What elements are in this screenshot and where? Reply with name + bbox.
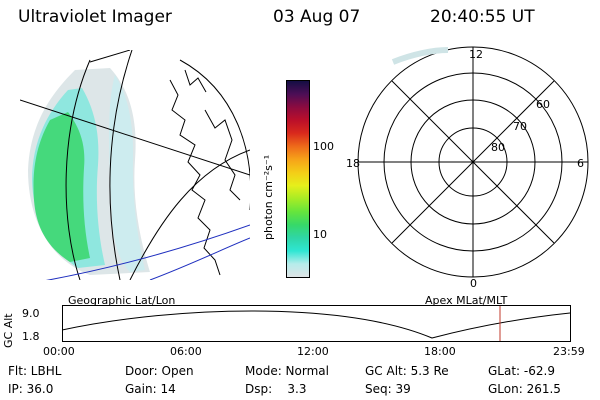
geo-map-label: Geographic Lat/Lon (68, 294, 176, 307)
timeline-frame (62, 305, 571, 342)
coastline-north (184, 69, 207, 93)
colorbar (286, 80, 310, 278)
timeline-x-tick-2359: 23:59 (553, 345, 585, 358)
meridian-line (20, 99, 250, 176)
mlt-label-12: 12 (469, 48, 483, 61)
mlt-label-0: 0 (470, 277, 477, 290)
colorbar-unit-label: photon cm⁻²s⁻¹ (262, 154, 275, 240)
time-label: 20:40:55 UT (430, 7, 535, 27)
lat-label-70: 70 (513, 120, 527, 133)
info-seq: Seq: 39 (365, 382, 411, 396)
timeline-plot (62, 305, 571, 342)
lon-line-1 (65, 59, 91, 280)
timeline-x-tick-1200: 12:00 (297, 345, 329, 358)
mlt-label-6: 6 (577, 157, 584, 170)
colorbar-tick-100: 100 (313, 140, 334, 153)
image-green-core (33, 112, 90, 262)
geographic-map (20, 50, 250, 280)
polar-faint-emission (391, 47, 449, 65)
altitude-curve (62, 310, 571, 339)
terminator-line-1 (45, 224, 250, 280)
info-mode: Mode: Normal (245, 364, 329, 378)
info-glon: GLon: 261.5 (488, 382, 561, 396)
info-flt: Flt: LBHL (8, 364, 62, 378)
mlt-label-18: 18 (346, 157, 360, 170)
timeline-y-label: GC Alt (2, 313, 15, 348)
polar-diagonal-2 (391, 80, 555, 244)
lon-line-2 (109, 50, 133, 280)
coastline (169, 79, 221, 276)
info-ip: IP: 36.0 (8, 382, 54, 396)
polar-plot-label: Apex MLat/MLT (425, 294, 508, 307)
timeline-x-tick-0000: 00:00 (43, 345, 75, 358)
image-light-band (108, 75, 145, 272)
lat-label-80: 80 (491, 141, 505, 154)
date-label: 03 Aug 07 (273, 7, 361, 27)
lat-label-60: 60 (536, 98, 550, 111)
info-glat: GLat: -62.9 (488, 364, 555, 378)
terminator-line-2 (149, 237, 250, 280)
info-gc-alt: GC Alt: 5.3 Re (365, 364, 449, 378)
info-door: Door: Open (125, 364, 194, 378)
timeline-x-tick-1800: 18:00 (424, 345, 456, 358)
timeline-y-tick-max: 9.0 (22, 307, 40, 320)
instrument-title: Ultraviolet Imager (18, 7, 172, 27)
lat-arc-1 (179, 59, 250, 210)
colorbar-tick-10: 10 (313, 228, 327, 241)
colorbar-gradient (287, 81, 309, 277)
coastline-east (204, 109, 241, 201)
grid-line-top (89, 50, 131, 63)
polar-plot (357, 46, 589, 278)
info-dsp: Dsp: 3.3 (245, 382, 307, 396)
timeline-y-tick-min: 1.8 (22, 330, 40, 343)
info-gain: Gain: 14 (125, 382, 176, 396)
timeline-x-tick-0600: 06:00 (170, 345, 202, 358)
